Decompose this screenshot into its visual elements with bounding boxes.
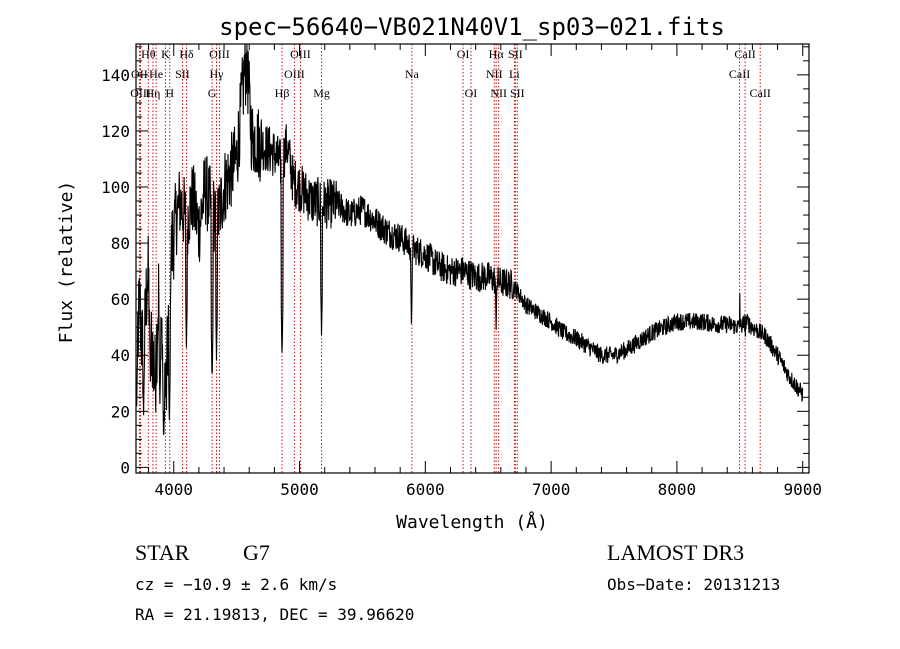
x-tick-label-5: 9000 [783, 480, 822, 499]
x-tick-label-0: 4000 [154, 480, 193, 499]
y-tick-label-6: 120 [101, 122, 130, 141]
line-label-21: NII [490, 86, 507, 100]
line-label-0: Hθ [141, 47, 156, 61]
line-label-14: OIII [290, 47, 311, 61]
line-label-7: H [165, 86, 174, 100]
line-label-1: OII [131, 67, 148, 81]
line-label-24: SII [510, 86, 525, 100]
line-label-11: G [208, 86, 217, 100]
y-axis-label: Flux (relative) [56, 181, 77, 344]
line-label-22: SII [508, 47, 523, 61]
line-label-2: OIII [130, 86, 151, 100]
line-label-27: CaII [750, 86, 771, 100]
line-label-19: Hα [489, 47, 505, 61]
chart-title: spec−56640−VB021N40V1_sp03−021.fits [219, 13, 725, 41]
redshift-velocity: cz = −10.9 ± 2.6 km/s [135, 575, 337, 594]
object-class: STAR [135, 540, 190, 565]
y-tick-label-5: 100 [101, 178, 130, 197]
y-tick-label-0: 0 [120, 458, 130, 477]
line-label-16: Na [405, 67, 420, 81]
y-tick-label-1: 20 [111, 402, 130, 421]
y-tick-label-2: 40 [111, 346, 130, 365]
line-label-10: Hγ [210, 67, 225, 81]
spectrum-line [135, 43, 804, 436]
y-tick-label-7: 140 [101, 66, 130, 85]
x-tick-label-2: 6000 [406, 480, 445, 499]
line-label-6: SII [175, 67, 190, 81]
line-label-3: He [149, 67, 163, 81]
x-tick-label-4: 8000 [658, 480, 697, 499]
line-label-4: Hη [146, 86, 161, 100]
line-label-25: CaII [734, 47, 755, 61]
x-tick-label-1: 5000 [280, 480, 319, 499]
line-label-9: OIII [209, 47, 230, 61]
line-label-18: OI [465, 86, 478, 100]
line-label-13: OIII [284, 67, 305, 81]
line-label-23: Li [509, 67, 520, 81]
y-axis-ticks: 0 20 40 60 80 100 120 140 [101, 46, 809, 477]
x-axis-ticks: 4000 5000 6000 7000 8000 9000 [148, 44, 822, 499]
y-tick-label-4: 80 [111, 234, 130, 253]
object-subclass: G7 [243, 540, 270, 565]
line-label-20: NII [486, 67, 503, 81]
x-axis-label: Wavelength (Å) [396, 511, 548, 533]
sky-coordinates: RA = 21.19813, DEC = 39.96620 [135, 605, 414, 624]
spectral-line-markers [138, 44, 761, 473]
survey-name: LAMOST DR3 [607, 540, 744, 565]
x-tick-label-3: 7000 [532, 480, 571, 499]
line-label-8: Hδ [179, 47, 194, 61]
observation-date: Obs−Date: 20131213 [607, 575, 780, 594]
line-label-26: CaII [729, 67, 750, 81]
line-label-17: OI [457, 47, 470, 61]
line-label-15: Mg [313, 86, 330, 100]
plot-frame [135, 43, 810, 474]
line-label-5: K [161, 47, 170, 61]
y-tick-label-3: 60 [111, 290, 130, 309]
line-label-12: Hβ [275, 86, 290, 100]
